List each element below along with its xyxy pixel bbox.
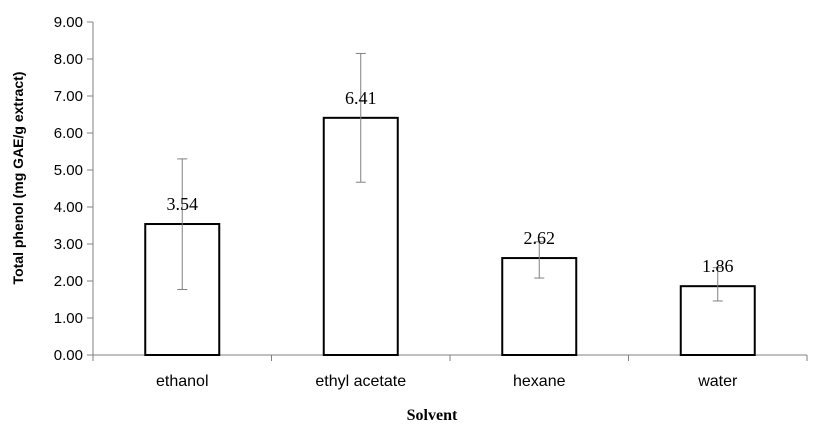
error-bars [177,52,723,302]
axes: 0.00 1.00 2.00 3.00 4.00 5.00 6.00 7.00 8.00 9.00… [54,14,808,390]
data-label: 6.41 [345,88,377,108]
bar [501,257,578,356]
y-axis-title: Total phenol (mg GAE/g extract) [10,72,26,285]
x-axis-title: Solvent [407,407,458,424]
y-tick-label: 8.00 [54,51,83,68]
x-category-label: ethyl acetate [315,373,406,390]
data-label: 3.54 [167,194,199,214]
data-label: 1.86 [702,256,734,276]
data-label: 2.62 [524,228,556,248]
x-category-label: ethanol [156,373,209,390]
y-tick-label: 9.00 [54,14,83,31]
x-category-label: hexane [513,373,566,390]
y-tick-label: 3.00 [54,236,83,253]
x-category-label: water [697,373,738,390]
y-tick-label: 1.00 [54,310,83,327]
y-tick-label: 6.00 [54,125,83,142]
y-tick-label: 4.00 [54,199,83,216]
y-tick-label: 7.00 [54,88,83,105]
y-tick-label: 2.00 [54,273,83,290]
bars [144,116,756,356]
data-labels: 3.54 6.41 2.62 1.86 [167,88,734,276]
y-tick-label: 0.00 [54,347,83,364]
y-tick-label: 5.00 [54,162,83,179]
